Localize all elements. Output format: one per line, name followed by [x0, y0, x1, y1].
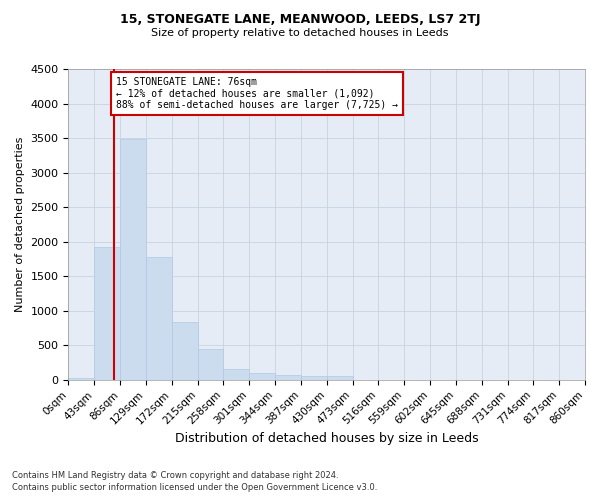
- Bar: [94, 247, 120, 380]
- Bar: [249, 374, 275, 380]
- Bar: [223, 369, 249, 380]
- Text: Contains public sector information licensed under the Open Government Licence v3: Contains public sector information licen…: [12, 484, 377, 492]
- Text: 15, STONEGATE LANE, MEANWOOD, LEEDS, LS7 2TJ: 15, STONEGATE LANE, MEANWOOD, LEEDS, LS7…: [120, 12, 480, 26]
- Bar: [146, 257, 172, 380]
- Text: Size of property relative to detached houses in Leeds: Size of property relative to detached ho…: [151, 28, 449, 38]
- Bar: [120, 140, 146, 380]
- Bar: [68, 378, 94, 380]
- Bar: [301, 376, 327, 380]
- Bar: [275, 375, 301, 380]
- Bar: [197, 349, 223, 380]
- Bar: [327, 376, 353, 380]
- Y-axis label: Number of detached properties: Number of detached properties: [15, 136, 25, 312]
- Bar: [172, 322, 197, 380]
- Text: Contains HM Land Registry data © Crown copyright and database right 2024.: Contains HM Land Registry data © Crown c…: [12, 471, 338, 480]
- Text: 15 STONEGATE LANE: 76sqm
← 12% of detached houses are smaller (1,092)
88% of sem: 15 STONEGATE LANE: 76sqm ← 12% of detach…: [116, 78, 398, 110]
- X-axis label: Distribution of detached houses by size in Leeds: Distribution of detached houses by size …: [175, 432, 479, 445]
